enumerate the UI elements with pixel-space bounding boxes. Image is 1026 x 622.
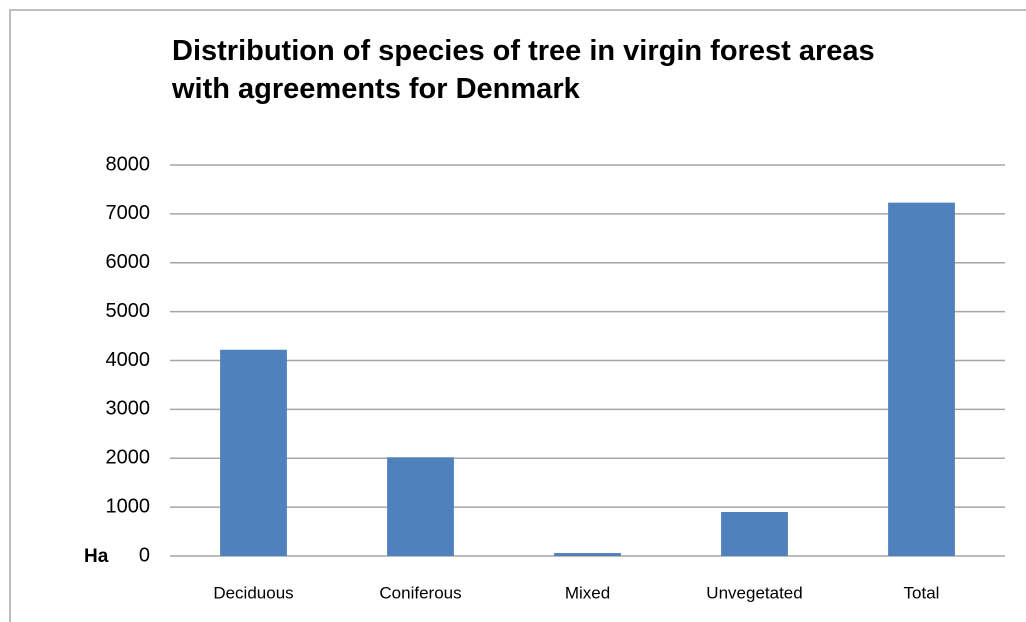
- x-tick-label: Deciduous: [213, 583, 293, 602]
- chart-frame: [9, 9, 1026, 622]
- y-tick-label: 1000: [106, 495, 151, 517]
- bar: [888, 202, 955, 557]
- x-tick-label: Mixed: [565, 583, 610, 602]
- y-tick-label: 8000: [106, 153, 151, 175]
- y-tick-label: 5000: [106, 300, 151, 322]
- x-tick-label: Unvegetated: [706, 583, 802, 602]
- chart-title: Distribution of species of tree in virgi…: [172, 35, 875, 105]
- y-tick-label: 6000: [106, 251, 151, 273]
- y-tick-label: 0: [139, 544, 150, 566]
- bar: [220, 349, 287, 556]
- y-tick-label: 3000: [106, 398, 151, 420]
- x-tick-label: Coniferous: [379, 583, 461, 602]
- y-axis-label: Ha: [84, 546, 109, 567]
- bar: [387, 457, 454, 556]
- y-tick-label: 4000: [106, 349, 151, 371]
- y-tick-label: 7000: [106, 202, 151, 224]
- bar: [554, 553, 621, 556]
- bar: [721, 512, 788, 556]
- y-tick-label: 2000: [106, 447, 151, 469]
- x-tick-label: Total: [904, 583, 940, 602]
